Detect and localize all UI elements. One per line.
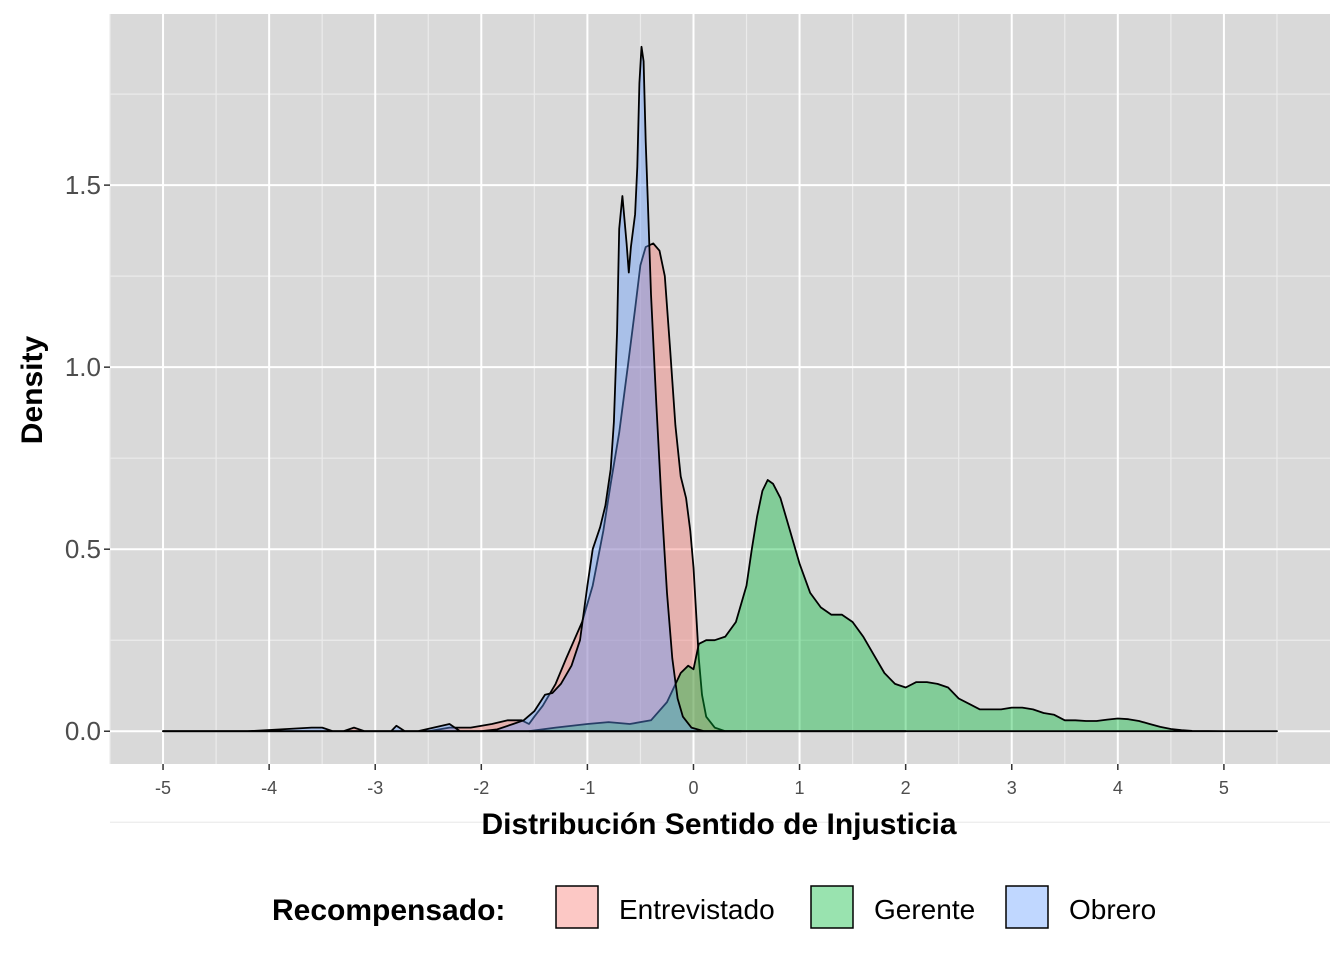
- density-area-entrevistado: [162, 242, 743, 733]
- x-tick-label: 3: [1007, 778, 1017, 798]
- y-tick-label: 0.0: [65, 716, 101, 746]
- x-tick-label: -2: [473, 778, 489, 798]
- x-tick-label: 2: [901, 778, 911, 798]
- series-layer: [162, 45, 1278, 733]
- x-tick-label: 5: [1219, 778, 1229, 798]
- y-tick-label: 0.5: [65, 534, 101, 564]
- legend-item-entrevistado: Entrevistado: [555, 885, 775, 929]
- y-tick-label: 1.0: [65, 352, 101, 382]
- grid-layer: [109, 14, 1330, 823]
- y-axis-title: Density: [16, 336, 49, 445]
- x-tick-label: -1: [579, 778, 595, 798]
- legend-item-obrero: Obrero: [1005, 885, 1156, 929]
- density-area-gerente: [528, 479, 1278, 733]
- x-tick-label: 1: [795, 778, 805, 798]
- x-tick-label: -4: [261, 778, 277, 798]
- y-axis-ticks: 0.0 0.5 1.0 1.5: [65, 170, 110, 746]
- legend-swatch-obrero: [1005, 885, 1049, 929]
- x-axis-title: Distribución Sentido de Injusticia: [481, 808, 956, 841]
- x-tick-label: -3: [367, 778, 383, 798]
- x-tick-label: -5: [155, 778, 171, 798]
- y-tick-label: 1.5: [65, 170, 101, 200]
- density-area-obrero: [162, 45, 907, 733]
- legend-label-entrevistado: Entrevistado: [619, 894, 775, 925]
- legend-swatch-gerente: [810, 885, 854, 929]
- legend-label-obrero: Obrero: [1069, 894, 1156, 925]
- legend-title: Recompensado:: [272, 894, 505, 927]
- x-tick-label: 0: [688, 778, 698, 798]
- legend-item-gerente: Gerente: [810, 885, 975, 929]
- legend-swatch-entrevistado: [555, 885, 599, 929]
- x-tick-label: 4: [1113, 778, 1123, 798]
- legend-label-gerente: Gerente: [874, 894, 975, 925]
- x-axis-ticks: -5 -4 -3 -2 -1 0 1 2 3 4 5: [155, 764, 1229, 798]
- legend: Recompensado: Entrevistado Gerente Obrer…: [272, 885, 1156, 929]
